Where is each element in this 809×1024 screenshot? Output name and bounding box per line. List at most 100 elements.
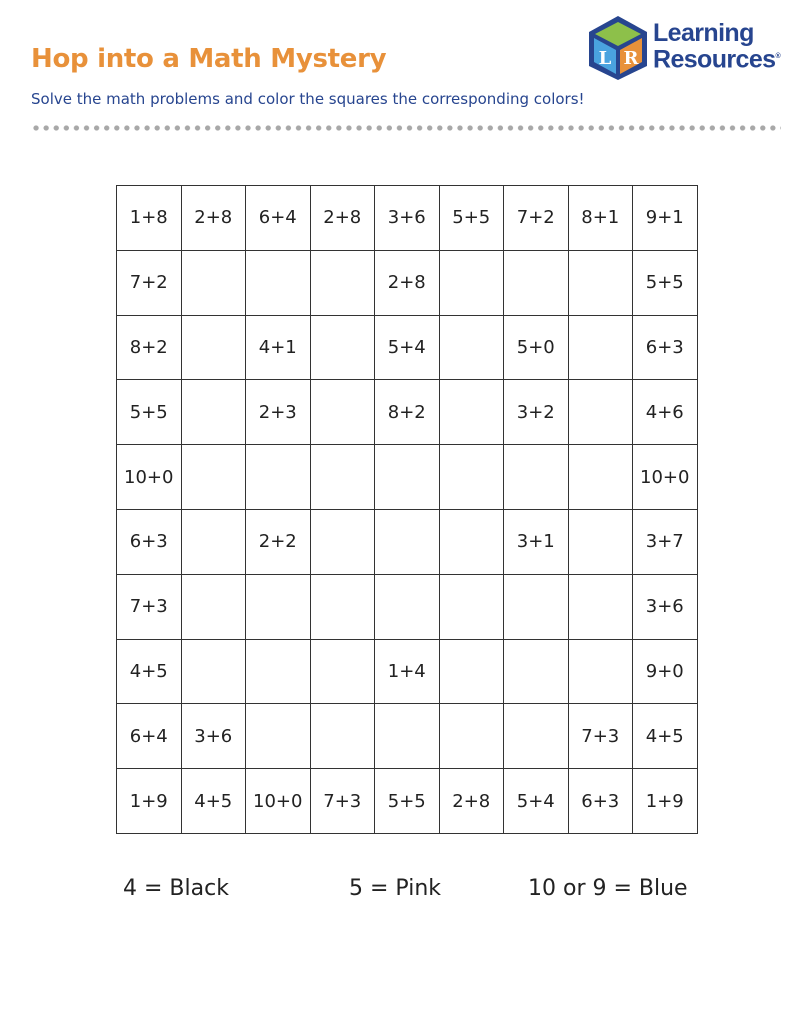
grid-cell[interactable] — [309, 573, 375, 640]
grid-cell[interactable] — [503, 249, 569, 316]
grid-cell[interactable] — [374, 444, 440, 510]
grid-cell[interactable] — [309, 314, 375, 381]
grid-cell[interactable] — [309, 638, 375, 705]
grid-cell[interactable] — [438, 703, 504, 770]
grid-cell[interactable]: 5+4 — [503, 768, 569, 834]
grid-cell[interactable]: 1+4 — [374, 638, 440, 705]
grid-cell[interactable] — [180, 638, 246, 705]
grid-cell[interactable]: 3+6 — [180, 703, 246, 770]
grid-cell[interactable]: 1+8 — [116, 185, 182, 251]
grid-cell[interactable]: 9+0 — [632, 638, 698, 705]
grid-cell[interactable]: 5+5 — [632, 249, 698, 316]
grid-cell[interactable]: 2+8 — [309, 185, 375, 251]
grid-row: 1+9 4+5 10+0 7+3 5+5 2+8 5+4 6+3 1+9 — [116, 768, 698, 834]
grid-cell[interactable]: 8+2 — [374, 379, 440, 446]
grid-cell[interactable]: 2+8 — [374, 249, 440, 316]
grid-cell[interactable]: 10+0 — [116, 444, 182, 510]
grid-cell[interactable] — [567, 379, 633, 446]
grid-row: 1+8 2+8 6+4 2+8 3+6 5+5 7+2 8+1 9+1 — [116, 185, 698, 251]
grid-cell[interactable] — [180, 314, 246, 381]
grid-cell[interactable]: 4+5 — [632, 703, 698, 770]
grid-cell[interactable]: 8+2 — [116, 314, 182, 381]
grid-cell[interactable]: 6+3 — [567, 768, 633, 834]
grid-row: 6+4 3+6 7+3 4+5 — [116, 703, 698, 770]
grid-cell[interactable] — [567, 444, 633, 510]
grid-cell[interactable]: 10+0 — [245, 768, 311, 834]
grid-cell[interactable]: 6+3 — [632, 314, 698, 381]
registered-mark: ® — [775, 53, 781, 60]
grid-cell[interactable]: 7+3 — [116, 573, 182, 640]
grid-cell[interactable] — [567, 508, 633, 575]
grid-cell[interactable]: 4+5 — [180, 768, 246, 834]
grid-cell[interactable] — [374, 703, 440, 770]
grid-cell[interactable] — [180, 508, 246, 575]
grid-cell[interactable] — [180, 249, 246, 316]
grid-cell[interactable]: 3+6 — [632, 573, 698, 640]
grid-cell[interactable]: 2+8 — [180, 185, 246, 251]
grid-cell[interactable] — [567, 638, 633, 705]
math-grid: 1+8 2+8 6+4 2+8 3+6 5+5 7+2 8+1 9+1 7+2 2+8 5+5 8+2 4… — [116, 185, 698, 834]
grid-cell[interactable] — [245, 444, 311, 510]
grid-cell[interactable]: 6+3 — [116, 508, 182, 575]
grid-cell[interactable] — [245, 638, 311, 705]
grid-cell[interactable] — [503, 703, 569, 770]
grid-cell[interactable] — [309, 508, 375, 575]
grid-cell[interactable]: 7+2 — [116, 249, 182, 316]
grid-cell[interactable] — [438, 379, 504, 446]
grid-cell[interactable] — [309, 444, 375, 510]
grid-cell[interactable]: 9+1 — [632, 185, 698, 251]
grid-cell[interactable] — [245, 249, 311, 316]
grid-cell[interactable]: 1+9 — [116, 768, 182, 834]
grid-cell[interactable] — [438, 249, 504, 316]
grid-cell[interactable] — [503, 638, 569, 705]
grid-cell[interactable]: 7+2 — [503, 185, 569, 251]
grid-cell[interactable] — [438, 638, 504, 705]
grid-cell[interactable]: 3+6 — [374, 185, 440, 251]
grid-cell[interactable] — [438, 508, 504, 575]
grid-cell[interactable] — [567, 573, 633, 640]
grid-cell[interactable] — [309, 249, 375, 316]
grid-cell[interactable]: 2+2 — [245, 508, 311, 575]
grid-cell[interactable] — [180, 444, 246, 510]
grid-cell[interactable]: 5+5 — [438, 185, 504, 251]
cube-logo-icon: L R — [589, 16, 647, 80]
grid-cell[interactable] — [374, 573, 440, 640]
grid-cell[interactable] — [438, 314, 504, 381]
grid-cell[interactable] — [438, 444, 504, 510]
grid-cell[interactable]: 5+5 — [116, 379, 182, 446]
grid-cell[interactable] — [245, 573, 311, 640]
grid-cell[interactable]: 3+2 — [503, 379, 569, 446]
grid-cell[interactable] — [503, 573, 569, 640]
grid-cell[interactable]: 10+0 — [632, 444, 698, 510]
logo-line1: Learning — [653, 19, 754, 47]
grid-cell[interactable]: 6+4 — [116, 703, 182, 770]
grid-cell[interactable]: 7+3 — [309, 768, 375, 834]
grid-cell[interactable] — [503, 444, 569, 510]
grid-cell[interactable] — [438, 573, 504, 640]
grid-cell[interactable]: 4+5 — [116, 638, 182, 705]
grid-cell[interactable] — [180, 379, 246, 446]
grid-cell[interactable] — [567, 314, 633, 381]
grid-cell[interactable] — [374, 508, 440, 575]
grid-cell[interactable] — [180, 573, 246, 640]
grid-cell[interactable]: 1+9 — [632, 768, 698, 834]
grid-cell[interactable]: 4+6 — [632, 379, 698, 446]
grid-cell[interactable] — [309, 703, 375, 770]
grid-cell[interactable]: 8+1 — [567, 185, 633, 251]
grid-row: 7+3 3+6 — [116, 573, 698, 640]
grid-cell[interactable]: 5+4 — [374, 314, 440, 381]
grid-cell[interactable] — [567, 249, 633, 316]
grid-cell[interactable]: 3+1 — [503, 508, 569, 575]
grid-cell[interactable]: 3+7 — [632, 508, 698, 575]
grid-cell[interactable] — [309, 379, 375, 446]
grid-row: 8+2 4+1 5+4 5+0 6+3 — [116, 314, 698, 381]
grid-cell[interactable]: 5+0 — [503, 314, 569, 381]
grid-cell[interactable]: 2+8 — [438, 768, 504, 834]
grid-cell[interactable]: 6+4 — [245, 185, 311, 251]
grid-cell[interactable]: 7+3 — [567, 703, 633, 770]
grid-cell[interactable]: 2+3 — [245, 379, 311, 446]
grid-cell[interactable]: 5+5 — [374, 768, 440, 834]
grid-cell[interactable] — [245, 703, 311, 770]
grid-cell[interactable]: 4+1 — [245, 314, 311, 381]
